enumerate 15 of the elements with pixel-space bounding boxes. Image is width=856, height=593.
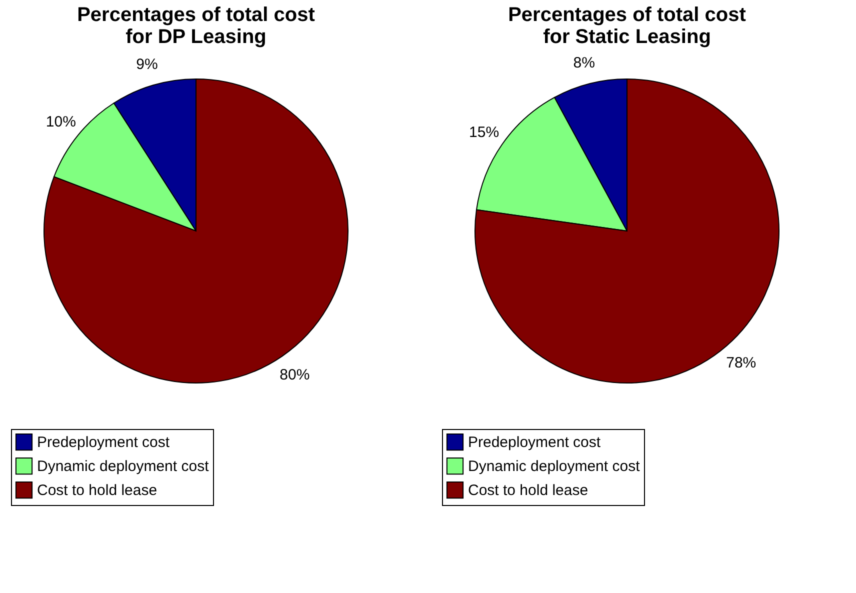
legend-label: Cost to hold lease xyxy=(468,482,588,499)
chart-title: Percentages of total cost for DP Leasing xyxy=(77,4,316,48)
legend-label: Dynamic deployment cost xyxy=(468,458,641,475)
chart-title: Percentages of total cost for Static Leasing xyxy=(508,4,746,48)
data-label: 78% xyxy=(726,354,756,372)
legend-label: Predeployment cost xyxy=(37,434,170,451)
data-label: 10% xyxy=(46,113,76,130)
legend-label: Dynamic deployment cost xyxy=(37,458,210,475)
data-label: 80% xyxy=(280,366,310,384)
legend-label: Cost to hold lease xyxy=(37,482,158,499)
pie-slice xyxy=(44,78,348,384)
data-label: 15% xyxy=(469,124,500,141)
data-label: 9% xyxy=(136,56,158,74)
legend-label: Predeployment cost xyxy=(468,434,602,451)
data-label: 8% xyxy=(573,54,595,72)
